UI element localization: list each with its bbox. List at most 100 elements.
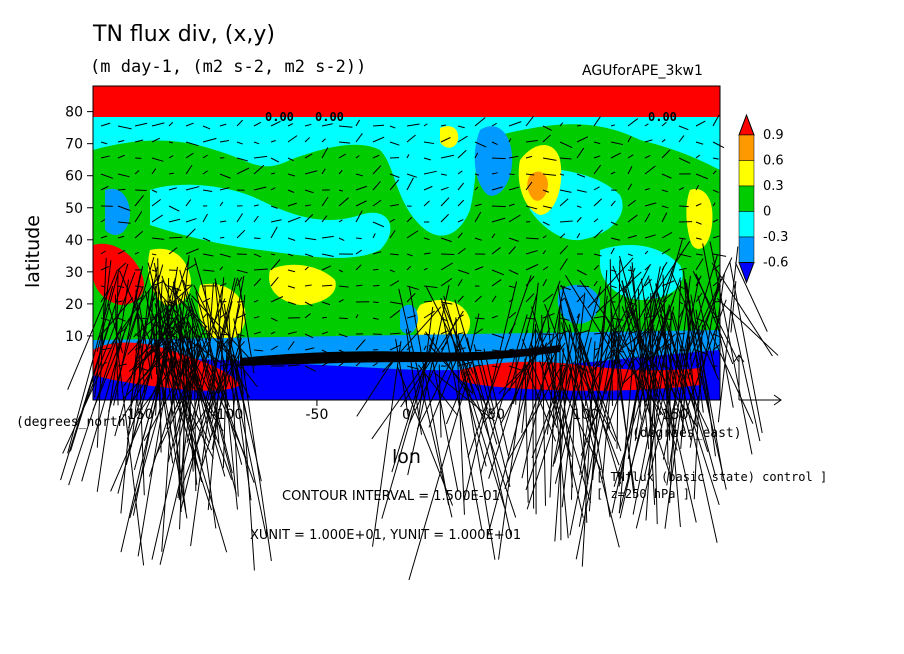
vector-arrow — [202, 269, 215, 272]
vector-arrow — [406, 230, 419, 239]
field-yellow-1 — [269, 264, 336, 305]
vector-arrow — [423, 300, 433, 303]
vector-arrow — [355, 314, 359, 319]
vector-arrow — [236, 141, 243, 145]
vector-arrow — [372, 199, 382, 207]
vector-arrow — [457, 247, 466, 255]
vector-arrow — [270, 331, 276, 335]
annotation-variable: [ TNflux (basic state) control ] — [596, 470, 828, 484]
vector-arrow — [100, 219, 106, 223]
vector-arrow — [508, 186, 520, 191]
vector-arrow — [474, 328, 484, 335]
vector-arrow — [137, 345, 174, 557]
vector-arrow — [371, 357, 430, 440]
vector-arrow — [216, 277, 239, 357]
vector-arrow — [134, 230, 144, 239]
colorbar-segment — [738, 160, 755, 187]
vector-arrow — [140, 266, 158, 356]
vector-arrow — [372, 124, 385, 127]
vector-arrow — [576, 233, 581, 239]
vector-arrow — [107, 303, 124, 354]
vector-arrow — [236, 213, 243, 223]
vector-arrow — [210, 277, 225, 420]
vector-arrow — [559, 189, 572, 193]
vector-arrow — [372, 301, 379, 304]
vector-arrow — [594, 264, 651, 371]
field-yellow-4 — [686, 189, 713, 249]
vector-arrow — [287, 331, 297, 335]
colorbar-label: -0.3 — [763, 230, 788, 245]
vector-arrow — [619, 314, 667, 519]
vector-arrow — [287, 135, 298, 143]
vector-arrow — [181, 321, 212, 440]
vector-arrow — [304, 301, 313, 307]
vector-arrow — [697, 295, 717, 374]
vector-arrow — [287, 364, 300, 367]
vector-arrow — [695, 258, 704, 271]
vector-arrow — [100, 265, 110, 271]
y-tick-label: 80 — [65, 105, 83, 121]
vector-arrow — [491, 349, 500, 352]
vector-arrow — [134, 170, 140, 175]
vector-arrow — [593, 264, 600, 271]
vector-arrow — [100, 173, 114, 179]
vector-arrow — [270, 253, 276, 256]
y-tick-label: 10 — [65, 329, 83, 345]
vector-arrow — [372, 165, 382, 175]
vector-arrow — [253, 268, 268, 271]
vector-arrow — [661, 205, 669, 209]
vector-arrow — [686, 257, 733, 353]
y-tick-label: 60 — [65, 169, 83, 185]
vector-arrow — [593, 186, 600, 191]
vector-arrow — [125, 277, 176, 465]
vector-arrow — [179, 329, 192, 382]
vector-arrow — [635, 342, 683, 529]
y-tick-label: 20 — [65, 297, 83, 313]
vector-arrow — [338, 189, 344, 192]
vector-arrow — [406, 253, 413, 257]
vector-arrow — [148, 323, 199, 477]
vector-arrow — [179, 269, 237, 495]
vector-arrow — [423, 310, 435, 319]
vector-arrow — [270, 345, 278, 351]
vector-arrows — [60, 114, 779, 581]
vector-arrow — [474, 364, 482, 367]
vector-arrow — [185, 199, 192, 207]
vector-arrow — [287, 301, 296, 306]
vector-arrow — [287, 253, 294, 257]
vector-arrow — [168, 218, 181, 223]
vector-arrow — [525, 263, 539, 271]
field-yellow-5 — [440, 126, 459, 148]
vector-arrow — [695, 253, 703, 256]
vector-arrow — [270, 187, 276, 191]
vector-arrow — [644, 139, 653, 143]
vector-arrow — [661, 121, 667, 127]
vector-arrow — [423, 285, 438, 289]
vector-arrow — [576, 216, 582, 223]
vector-arrow — [605, 332, 664, 416]
chart-subtitle: (m day-1, (m2 s-2, m2 s-2)) — [90, 57, 367, 77]
vector-arrow — [576, 285, 590, 288]
vector-arrow — [108, 257, 155, 413]
vector-arrow — [236, 119, 243, 127]
vector-arrow — [69, 263, 129, 452]
vector-arrow — [457, 347, 466, 351]
vector-arrow — [117, 221, 131, 224]
vector-arrow — [237, 279, 255, 374]
vector-arrow — [185, 313, 193, 319]
vector-arrow — [575, 334, 621, 560]
vector-arrow — [705, 322, 754, 424]
vector-arrow — [120, 339, 172, 553]
vector-arrow — [423, 170, 437, 175]
vector-arrow — [68, 333, 119, 486]
vector-arrow — [253, 164, 265, 175]
vector-arrow — [542, 221, 550, 226]
y-axis-label: latitude — [22, 215, 44, 288]
vector-arrow — [474, 266, 484, 271]
vector-arrow — [100, 250, 106, 255]
vector-arrow — [133, 313, 171, 368]
vector-arrow — [168, 187, 177, 191]
vector-arrow — [270, 205, 278, 209]
vector-arrow — [610, 152, 622, 159]
vector-arrow — [445, 356, 475, 425]
